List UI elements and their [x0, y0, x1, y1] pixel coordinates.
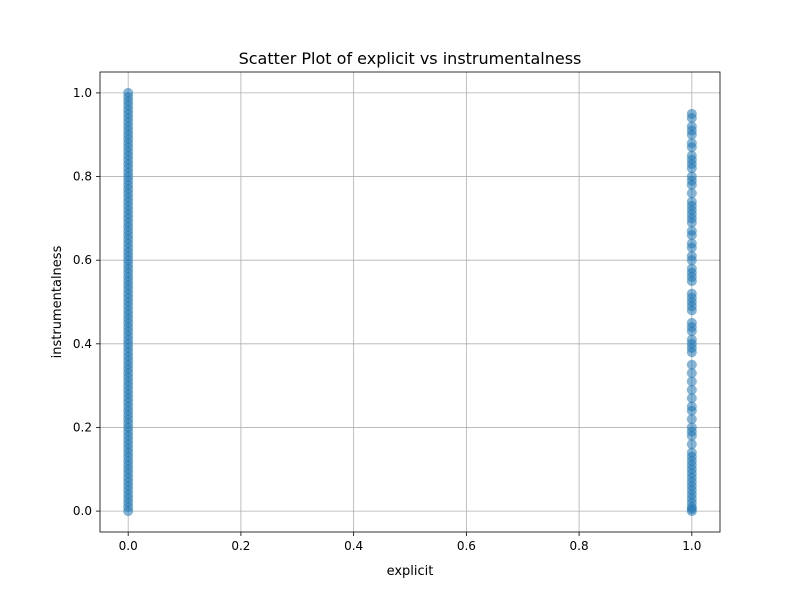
- scatter-point: [686, 447, 697, 458]
- axis-ticks: 0.0 0.2 0.4 0.6 0.8 1.0 0.0 0.2 0.4 0.6 0.8 1.0: [73, 86, 701, 553]
- scatter-point: [686, 171, 697, 182]
- scatter-point: [686, 108, 697, 119]
- plot-frame: [99, 71, 721, 533]
- scatter-point: [686, 376, 697, 387]
- scatter-point: [123, 87, 134, 98]
- scatter-point: [686, 238, 697, 249]
- scatter-point: [686, 138, 697, 149]
- y-tick-label: 0.0: [73, 504, 92, 518]
- x-tick-label: 0.8: [570, 539, 589, 553]
- y-tick-label: 0.6: [73, 253, 92, 267]
- scatter-point: [686, 384, 697, 395]
- y-tick-label: 0.4: [73, 337, 92, 351]
- x-axis-label: explicit: [387, 564, 434, 579]
- scatter-point: [686, 225, 697, 236]
- scatter-point: [686, 188, 697, 199]
- scatter-point: [686, 263, 697, 274]
- scatter-point: [686, 359, 697, 370]
- scatter-point: [686, 401, 697, 412]
- y-tick-label: 0.8: [73, 170, 92, 184]
- scatter-point: [686, 121, 697, 132]
- scatter-point: [686, 334, 697, 345]
- x-tick-label: 0.4: [344, 539, 363, 553]
- y-axis-label: instrumentalness: [50, 245, 65, 358]
- x-tick-label: 0.6: [457, 539, 476, 553]
- scatter-point: [686, 368, 697, 379]
- scatter-point: [686, 414, 697, 425]
- scatter-point: [686, 439, 697, 450]
- scatter-point: [686, 393, 697, 404]
- y-tick-label: 1.0: [73, 86, 92, 100]
- scatter-point: [686, 196, 697, 207]
- scatter-point: [686, 317, 697, 328]
- scatter-point: [686, 422, 697, 433]
- x-tick-label: 0.0: [119, 539, 138, 553]
- scatter-points: [123, 87, 697, 517]
- x-tick-label: 1.0: [682, 539, 701, 553]
- scatter-point: [686, 288, 697, 299]
- grid-lines: [100, 72, 720, 532]
- scatter-point: [686, 251, 697, 261]
- x-tick-label: 0.2: [231, 539, 250, 553]
- scatter-point: [686, 150, 697, 161]
- chart-title: Scatter Plot of explicit vs instrumental…: [239, 49, 582, 68]
- y-tick-label: 0.2: [73, 420, 92, 434]
